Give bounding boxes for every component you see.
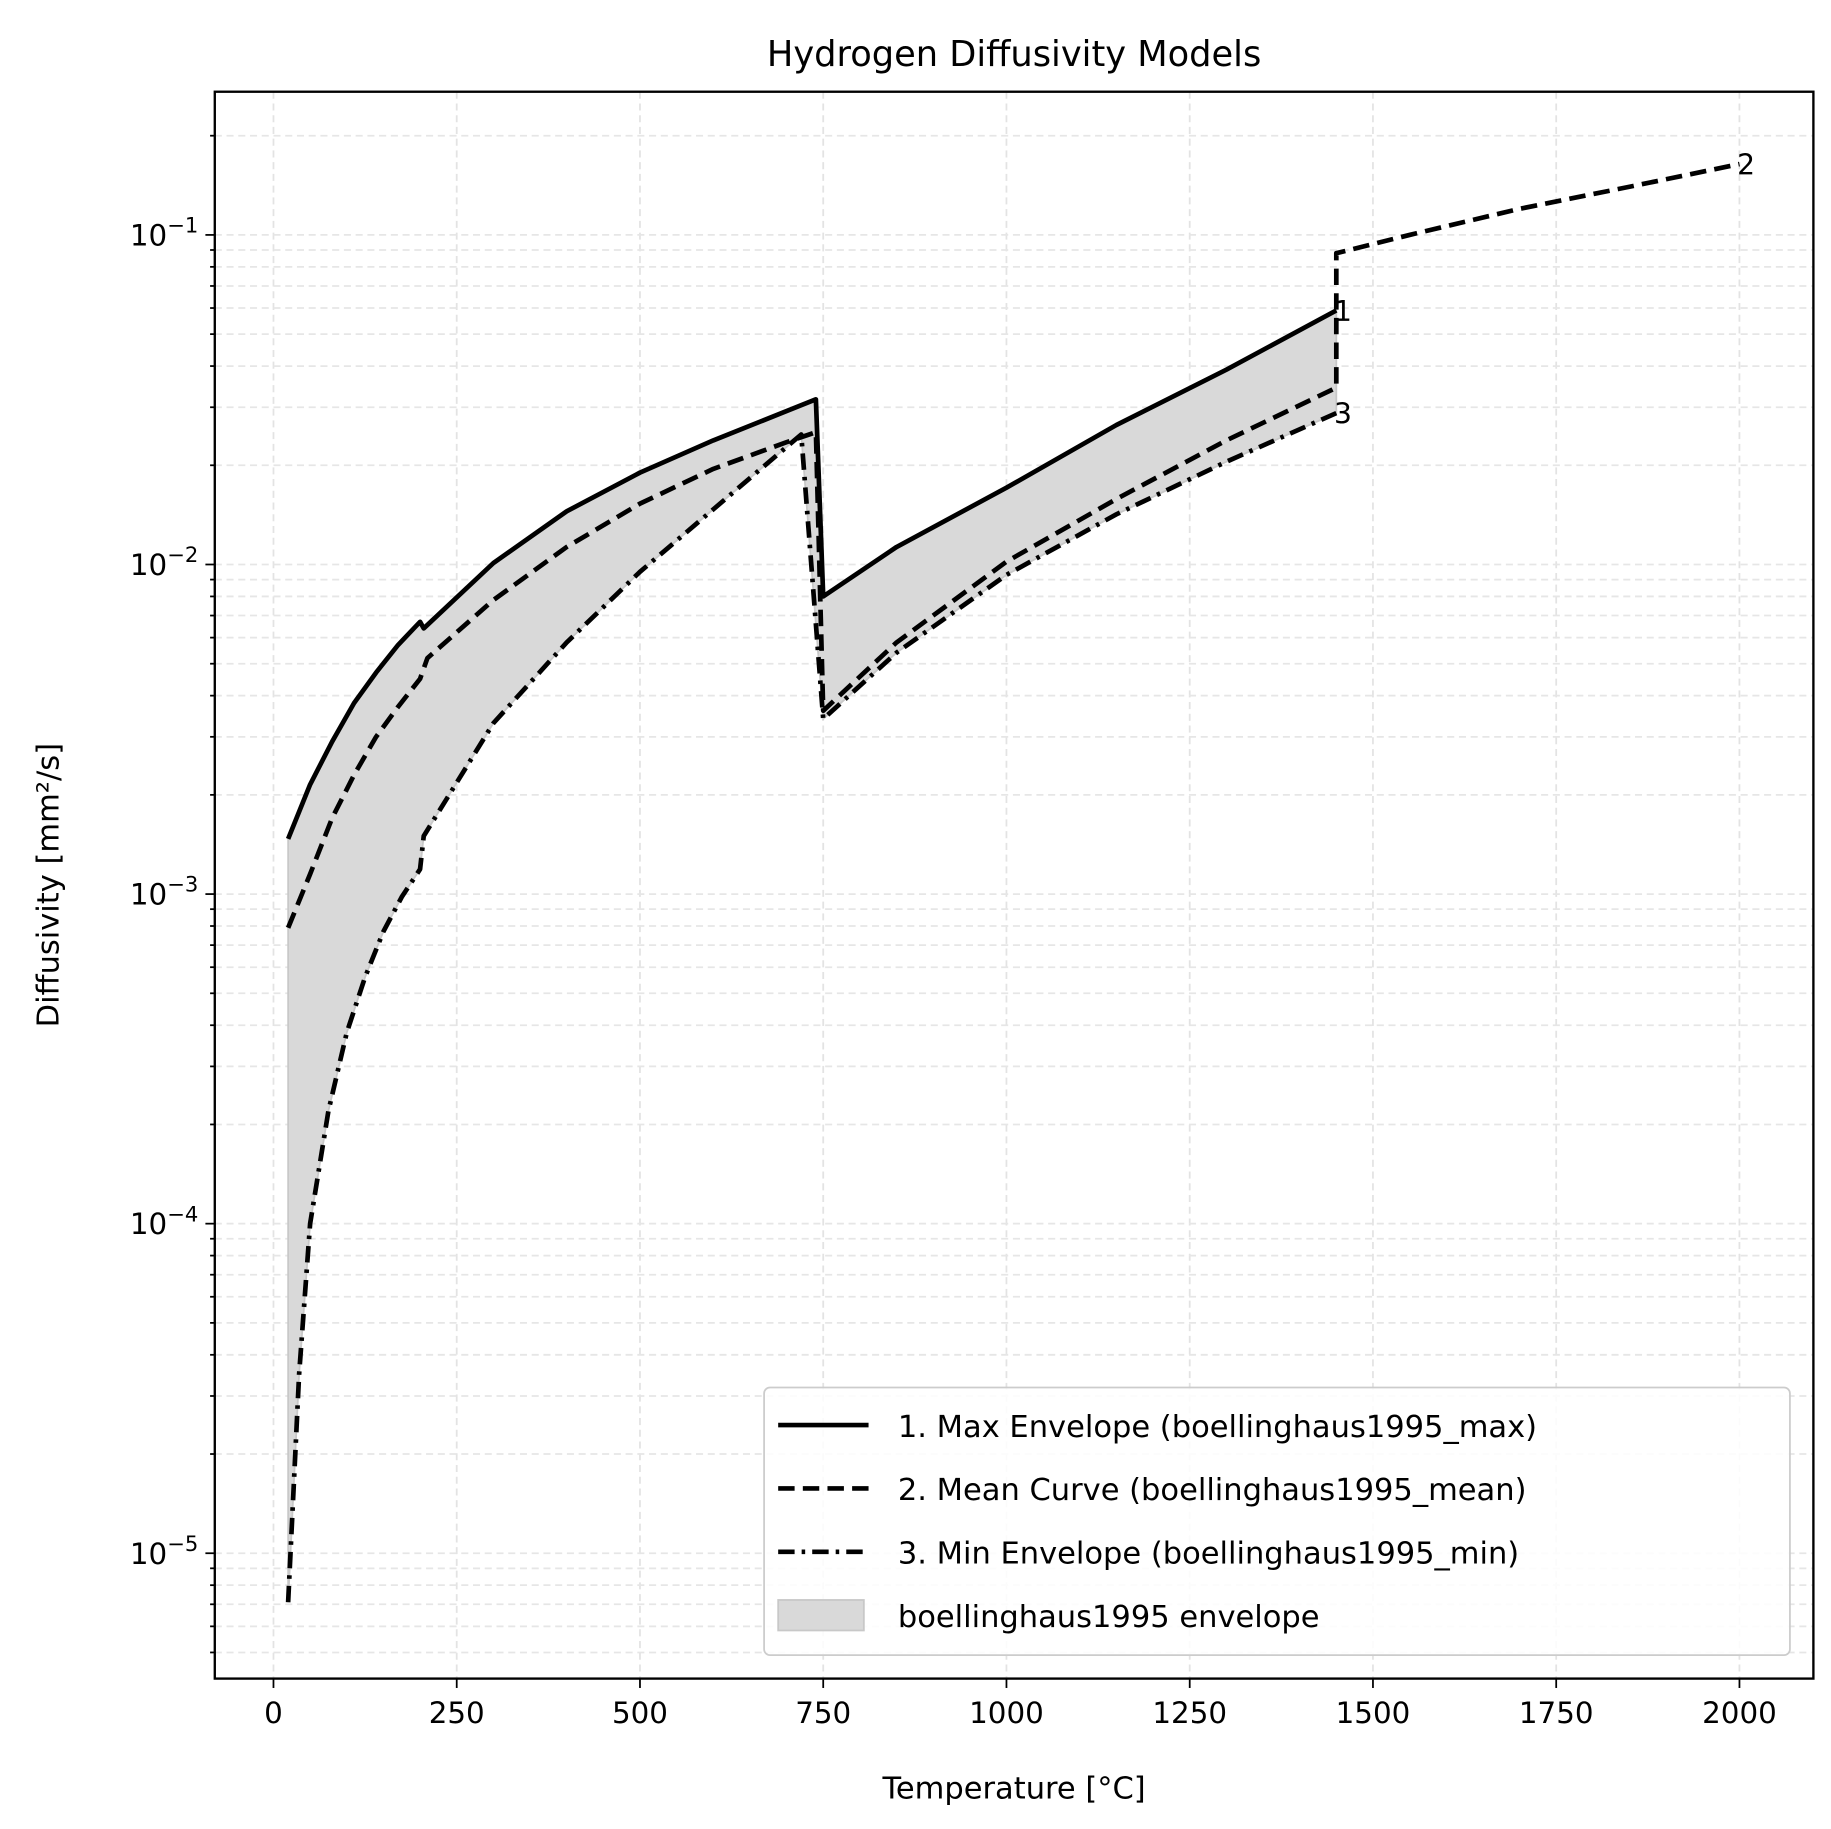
- plot-frame: [213, 90, 1815, 1680]
- legend-box: [763, 1386, 1791, 1656]
- x-axis-label: Temperature [°C]: [881, 1771, 1145, 1806]
- y-tick-label: 10−3: [130, 872, 198, 912]
- x-tick-label: 1000: [969, 1696, 1044, 1730]
- chart-title: Hydrogen Diffusivity Models: [767, 34, 1261, 75]
- x-tick-label: 1750: [1519, 1696, 1594, 1730]
- legend: 1. Max Envelope (boellinghaus1995_max) 2.…: [763, 1386, 1791, 1656]
- x-tick-label: 750: [795, 1696, 851, 1730]
- x-tick-label: 2000: [1702, 1696, 1777, 1730]
- series-line-1: [285, 308, 1338, 840]
- legend-label-envelope: boellinghaus1995 envelope: [898, 1600, 1320, 1635]
- y-axis-label: Diffusivity [mm²/s]: [32, 743, 67, 1028]
- x-tick-label: 1250: [1152, 1696, 1227, 1730]
- x-tick-label: 250: [429, 1696, 485, 1730]
- x-tick-label: 1500: [1336, 1696, 1411, 1730]
- ticks: 0 250 500 750 1000 1250 1500 1750 2000 10−1 10−2 10…: [130, 134, 1777, 1730]
- legend-label-2: 2. Mean Curve (boellinghaus1995_mean): [898, 1473, 1527, 1508]
- series-end-label-2: 2: [1737, 149, 1755, 182]
- x-tick-label: 500: [612, 1696, 668, 1730]
- series-line-2: [285, 161, 1740, 929]
- series-line-3: [285, 410, 1338, 1603]
- legend-label-1: 1. Max Envelope (boellinghaus1995_max): [898, 1410, 1537, 1445]
- y-tick-label: 10−1: [130, 213, 198, 253]
- legend-swatch-envelope: [777, 1599, 865, 1632]
- x-tick-label: 0: [264, 1696, 283, 1730]
- y-tick-label: 10−5: [130, 1531, 198, 1571]
- series-end-label-3: 3: [1334, 398, 1352, 431]
- y-tick-label: 10−2: [130, 542, 198, 582]
- series-end-label-1: 1: [1334, 295, 1352, 328]
- y-tick-label: 10−4: [130, 1201, 198, 1241]
- series-layer: [285, 161, 1740, 1603]
- end-labels: 1 2 3: [1334, 149, 1755, 431]
- legend-label-3: 3. Min Envelope (boellinghaus1995_min): [898, 1537, 1519, 1572]
